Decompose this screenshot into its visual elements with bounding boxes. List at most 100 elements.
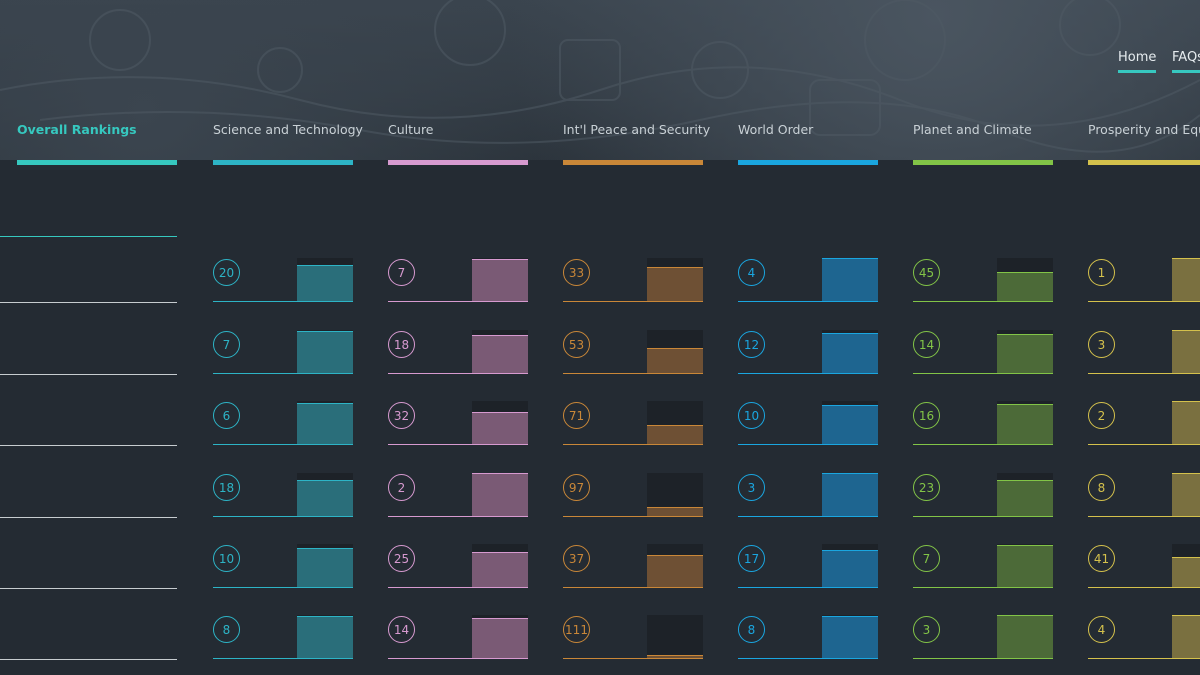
score-bar[interactable] bbox=[647, 425, 703, 445]
score-bar[interactable] bbox=[822, 550, 878, 588]
score-bar[interactable] bbox=[822, 616, 878, 659]
score-bar[interactable] bbox=[472, 412, 528, 445]
score-bar[interactable] bbox=[472, 335, 528, 374]
rank-badge[interactable]: 3 bbox=[738, 474, 765, 501]
score-bar[interactable] bbox=[1172, 473, 1200, 517]
row-baseline bbox=[213, 444, 353, 445]
score-bar[interactable] bbox=[822, 258, 878, 302]
rank-row: 32 bbox=[388, 401, 528, 445]
score-bar[interactable] bbox=[822, 405, 878, 445]
rank-badge[interactable]: 8 bbox=[213, 616, 240, 643]
rank-row: 45 bbox=[913, 258, 1053, 302]
rank-badge[interactable]: 17 bbox=[738, 545, 765, 572]
score-bar[interactable] bbox=[997, 545, 1053, 588]
rank-row: 2 bbox=[1088, 401, 1200, 445]
score-bar[interactable] bbox=[822, 473, 878, 517]
rank-badge[interactable]: 7 bbox=[213, 331, 240, 358]
score-bar[interactable] bbox=[997, 615, 1053, 659]
rank-badge[interactable]: 33 bbox=[563, 259, 590, 286]
column-title[interactable]: Planet and Climate bbox=[913, 122, 1032, 137]
rank-badge[interactable]: 4 bbox=[738, 259, 765, 286]
rank-row: 18 bbox=[388, 330, 528, 374]
score-bar[interactable] bbox=[297, 331, 353, 374]
score-bar[interactable] bbox=[472, 618, 528, 659]
column-title[interactable]: Int'l Peace and Security bbox=[563, 122, 711, 137]
rank-badge[interactable]: 97 bbox=[563, 474, 590, 501]
score-bar[interactable] bbox=[297, 265, 353, 302]
rank-badge[interactable]: 18 bbox=[213, 474, 240, 501]
rank-badge[interactable]: 6 bbox=[213, 402, 240, 429]
score-bar[interactable] bbox=[297, 480, 353, 517]
column-title[interactable]: Prosperity and Equality bbox=[1088, 122, 1200, 137]
rank-badge[interactable]: 41 bbox=[1088, 545, 1115, 572]
rank-badge[interactable]: 3 bbox=[913, 616, 940, 643]
rank-badge[interactable]: 32 bbox=[388, 402, 415, 429]
overall-header-line bbox=[0, 236, 177, 237]
rank-badge[interactable]: 37 bbox=[563, 545, 590, 572]
rank-badge[interactable]: 8 bbox=[1088, 474, 1115, 501]
score-bar[interactable] bbox=[1172, 557, 1200, 588]
column-underline bbox=[738, 160, 878, 165]
score-bar[interactable] bbox=[1172, 330, 1200, 374]
score-bar[interactable] bbox=[1172, 258, 1200, 302]
score-bar[interactable] bbox=[997, 334, 1053, 374]
overall-row-line bbox=[0, 659, 177, 660]
rank-row: 14 bbox=[913, 330, 1053, 374]
rank-badge[interactable]: 1 bbox=[1088, 259, 1115, 286]
rank-badge[interactable]: 12 bbox=[738, 331, 765, 358]
score-bar[interactable] bbox=[647, 655, 703, 659]
rank-badge[interactable]: 18 bbox=[388, 331, 415, 358]
column-title[interactable]: World Order bbox=[738, 122, 814, 137]
rank-badge[interactable]: 71 bbox=[563, 402, 590, 429]
rank-badge[interactable]: 16 bbox=[913, 402, 940, 429]
rank-badge[interactable]: 53 bbox=[563, 331, 590, 358]
score-bar[interactable] bbox=[997, 480, 1053, 517]
hero-banner: Home FAQs bbox=[0, 0, 1200, 160]
score-bar[interactable] bbox=[1172, 401, 1200, 445]
rank-badge[interactable]: 20 bbox=[213, 259, 240, 286]
row-baseline bbox=[563, 301, 703, 302]
row-baseline bbox=[738, 373, 878, 374]
rank-row: 7 bbox=[213, 330, 353, 374]
row-baseline bbox=[388, 658, 528, 659]
rank-badge[interactable]: 111 bbox=[563, 616, 590, 643]
column-title[interactable]: Culture bbox=[388, 122, 434, 137]
rank-badge[interactable]: 45 bbox=[913, 259, 940, 286]
row-baseline bbox=[738, 301, 878, 302]
score-bar[interactable] bbox=[647, 507, 703, 517]
rank-badge[interactable]: 2 bbox=[388, 474, 415, 501]
column-title[interactable]: Science and Technology bbox=[213, 122, 363, 137]
rank-badge[interactable]: 2 bbox=[1088, 402, 1115, 429]
score-bar[interactable] bbox=[647, 267, 703, 302]
rank-badge[interactable]: 4 bbox=[1088, 616, 1115, 643]
score-bar[interactable] bbox=[297, 548, 353, 588]
score-bar[interactable] bbox=[822, 333, 878, 374]
column-underline bbox=[388, 160, 528, 165]
score-bar[interactable] bbox=[472, 552, 528, 588]
rank-badge[interactable]: 23 bbox=[913, 474, 940, 501]
score-bar[interactable] bbox=[297, 403, 353, 445]
score-bar[interactable] bbox=[1172, 615, 1200, 659]
nav-faqs-link[interactable]: FAQs bbox=[1172, 50, 1200, 73]
nav-home-link[interactable]: Home bbox=[1118, 50, 1157, 73]
rank-badge[interactable]: 7 bbox=[913, 545, 940, 572]
rank-badge[interactable]: 10 bbox=[213, 545, 240, 572]
rank-badge[interactable]: 14 bbox=[388, 616, 415, 643]
score-bar[interactable] bbox=[297, 616, 353, 659]
rank-badge[interactable]: 10 bbox=[738, 402, 765, 429]
score-bar[interactable] bbox=[997, 404, 1053, 445]
rank-badge[interactable]: 7 bbox=[388, 259, 415, 286]
rank-badge[interactable]: 8 bbox=[738, 616, 765, 643]
score-bar[interactable] bbox=[647, 348, 703, 374]
score-bar[interactable] bbox=[647, 555, 703, 588]
rank-badge[interactable]: 14 bbox=[913, 331, 940, 358]
score-bar[interactable] bbox=[472, 259, 528, 302]
rank-badge[interactable]: 3 bbox=[1088, 331, 1115, 358]
rank-row: 16 bbox=[913, 401, 1053, 445]
rank-badge[interactable]: 25 bbox=[388, 545, 415, 572]
column-title[interactable]: Overall Rankings bbox=[17, 122, 137, 137]
rank-row: 111 bbox=[563, 615, 703, 659]
score-bar[interactable] bbox=[472, 473, 528, 517]
rank-row: 97 bbox=[563, 473, 703, 517]
score-bar[interactable] bbox=[997, 272, 1053, 302]
